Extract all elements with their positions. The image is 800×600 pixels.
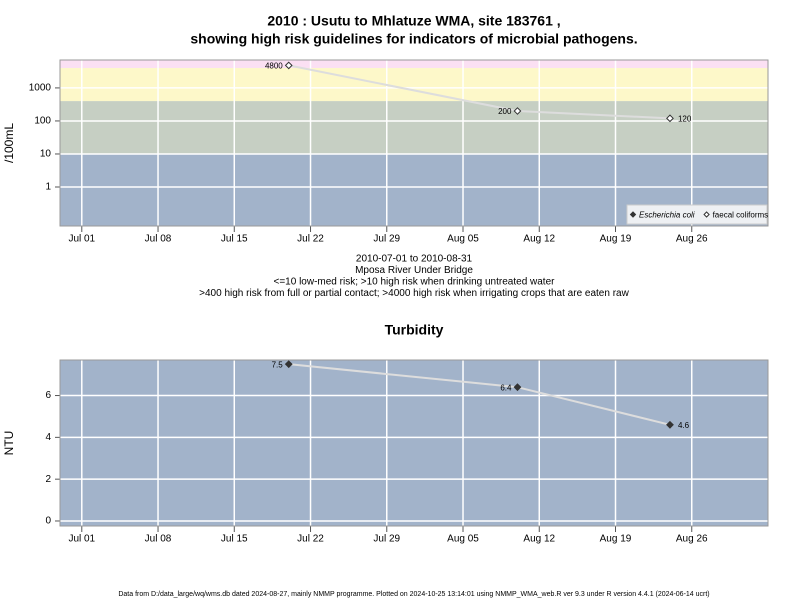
y-axis-label: NTU bbox=[2, 431, 16, 456]
x-tick-label: Aug 05 bbox=[447, 234, 479, 245]
y-tick-label: 6 bbox=[45, 390, 51, 401]
chart-title: 2010 : Usutu to Mhlatuze WMA, site 18376… bbox=[267, 13, 560, 29]
chart-note: Mposa River Under Bridge bbox=[355, 265, 473, 276]
risk-band bbox=[60, 68, 768, 102]
footer: Data from D:/data_large/wq/wms.db dated … bbox=[118, 591, 709, 598]
y-tick-label: 4 bbox=[45, 432, 51, 443]
risk-band bbox=[60, 60, 768, 69]
y-tick-label: 2 bbox=[45, 474, 51, 485]
legend-label: faecal coliforms bbox=[713, 211, 769, 220]
x-tick-label: Aug 26 bbox=[676, 534, 708, 545]
x-tick-label: Aug 19 bbox=[600, 234, 632, 245]
legend-label: Escherichia coli bbox=[639, 211, 695, 220]
data-point bbox=[513, 383, 522, 392]
risk-band bbox=[60, 101, 768, 154]
x-tick-label: Jul 29 bbox=[373, 534, 400, 545]
risk-band bbox=[60, 360, 768, 526]
x-tick-label: Jul 22 bbox=[297, 534, 324, 545]
data-label: 200 bbox=[498, 107, 512, 116]
chart-note: 2010-07-01 to 2010-08-31 bbox=[356, 254, 473, 265]
x-tick-label: Jul 08 bbox=[145, 534, 172, 545]
y-tick-label: 1 bbox=[45, 182, 51, 193]
data-label: 7.5 bbox=[272, 360, 284, 369]
x-tick-label: Aug 12 bbox=[523, 534, 555, 545]
data-point bbox=[284, 360, 293, 369]
chart-note: <=10 low-med risk; >10 high risk when dr… bbox=[274, 277, 556, 288]
x-tick-label: Aug 19 bbox=[600, 534, 632, 545]
x-tick-label: Aug 26 bbox=[676, 234, 708, 245]
chart-title: Turbidity bbox=[385, 322, 444, 338]
data-point bbox=[284, 61, 293, 70]
x-tick-label: Jul 15 bbox=[221, 234, 248, 245]
legend-marker bbox=[629, 211, 637, 218]
x-tick-label: Jul 01 bbox=[68, 234, 95, 245]
x-tick-label: Jul 01 bbox=[68, 534, 95, 545]
plot-frame bbox=[59, 59, 769, 227]
y-tick-label: 10 bbox=[40, 149, 52, 160]
y-tick-label: 0 bbox=[45, 516, 51, 527]
x-tick-label: Jul 08 bbox=[145, 234, 172, 245]
legend-marker bbox=[703, 211, 710, 218]
data-point bbox=[513, 107, 522, 115]
y-axis-label: /100mL bbox=[2, 123, 16, 163]
data-label: 4.6 bbox=[678, 421, 690, 430]
x-tick-label: Jul 15 bbox=[221, 534, 248, 545]
y-tick-label: 100 bbox=[34, 116, 51, 127]
x-tick-label: Aug 12 bbox=[523, 234, 555, 245]
x-tick-label: Jul 22 bbox=[297, 234, 324, 245]
legend-box bbox=[626, 204, 768, 225]
data-point bbox=[666, 420, 674, 429]
data-label: 6.4 bbox=[500, 383, 512, 392]
chart-note: >400 high risk from full or partial cont… bbox=[199, 288, 629, 299]
data-point bbox=[666, 114, 674, 123]
data-label: 120 bbox=[678, 114, 692, 123]
x-tick-label: Jul 29 bbox=[373, 234, 400, 245]
chart-title: showing high risk guidelines for indicat… bbox=[190, 31, 637, 47]
x-tick-label: Aug 05 bbox=[447, 534, 479, 545]
data-label: 4800 bbox=[265, 62, 283, 71]
plot-frame bbox=[59, 359, 769, 527]
y-tick-label: 1000 bbox=[29, 83, 52, 94]
